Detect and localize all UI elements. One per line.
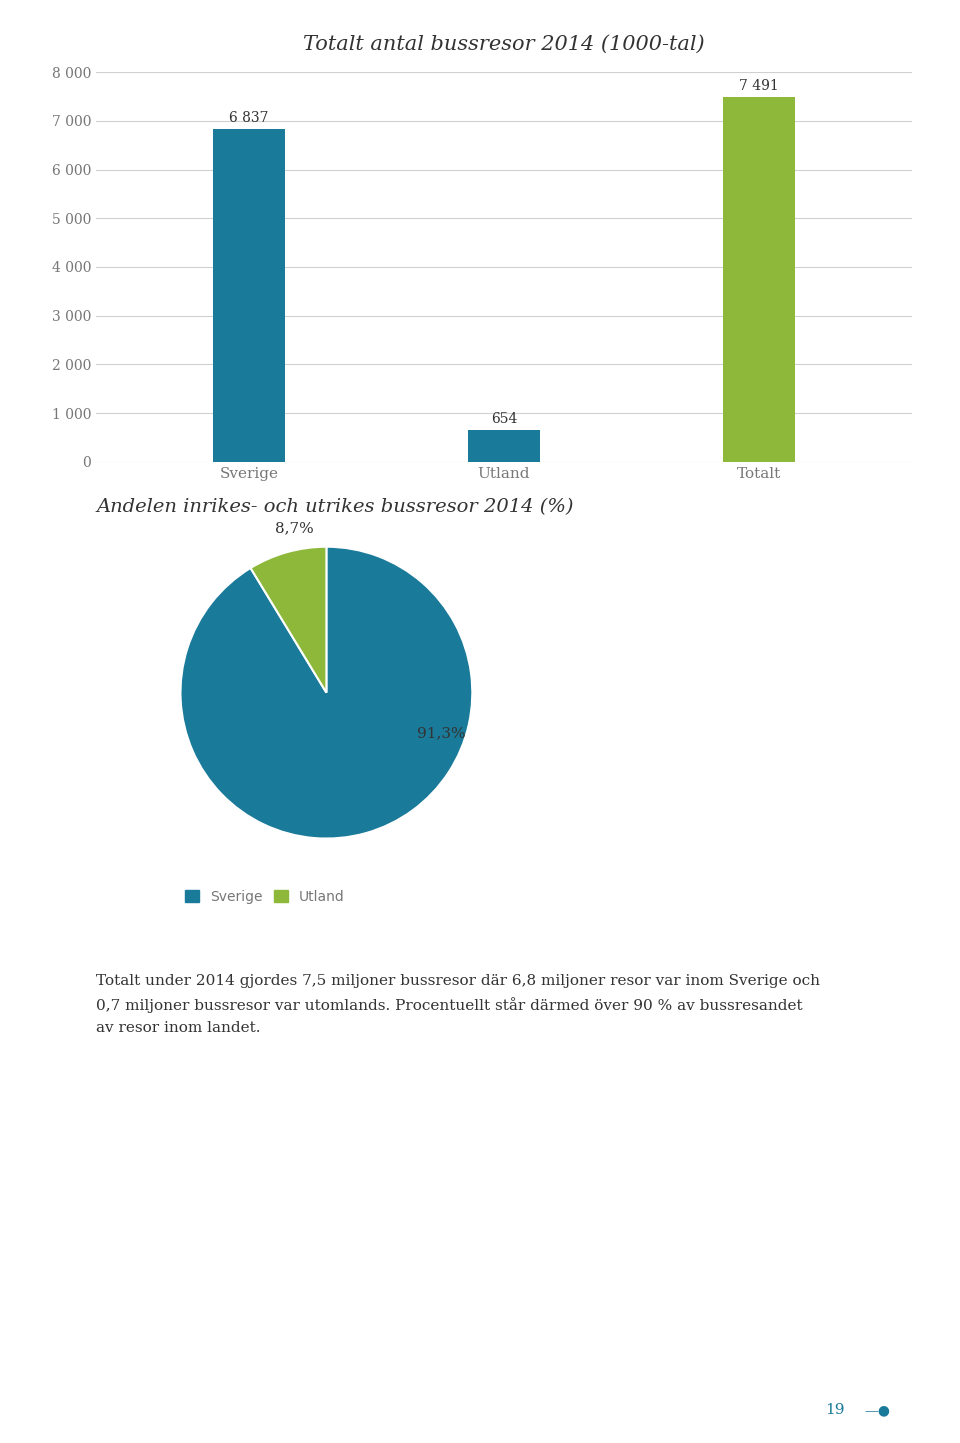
Bar [213,128,285,462]
Bar [723,97,795,462]
Text: Andelen inrikes- och utrikes bussresor 2014 (%): Andelen inrikes- och utrikes bussresor 2… [96,498,573,515]
Text: 8,7%: 8,7% [275,521,314,535]
Text: 7 491: 7 491 [739,79,779,92]
Text: Totalt under 2014 gjordes 7,5 miljoner bussresor där 6,8 miljoner resor var inom: Totalt under 2014 gjordes 7,5 miljoner b… [96,974,820,1035]
Text: 654: 654 [491,413,517,426]
Text: 91,3%: 91,3% [417,726,466,740]
Bar [468,430,540,462]
Title: Totalt antal bussresor 2014 (1000-tal): Totalt antal bussresor 2014 (1000-tal) [303,35,705,53]
Wedge shape [251,547,326,693]
Text: 6 837: 6 837 [229,111,269,126]
Legend: Sverige, Utland: Sverige, Utland [180,885,350,909]
Wedge shape [180,547,472,838]
Text: —●: —● [864,1403,890,1417]
Text: 19: 19 [826,1403,845,1417]
